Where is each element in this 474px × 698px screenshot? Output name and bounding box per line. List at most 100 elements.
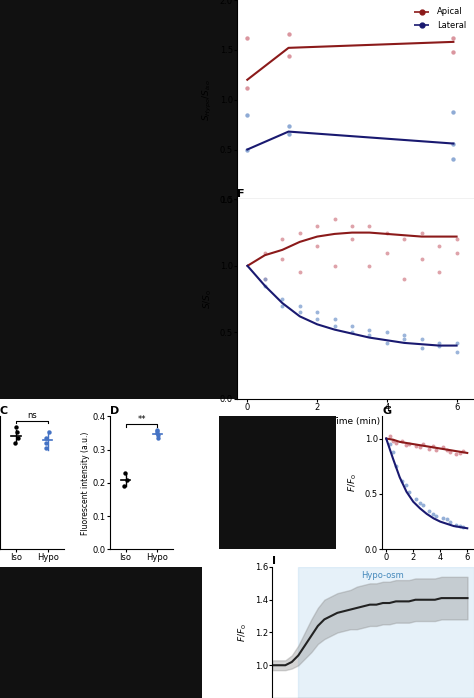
Point bbox=[435, 337, 443, 348]
Point bbox=[244, 82, 251, 94]
Point bbox=[244, 109, 251, 120]
Point bbox=[42, 438, 50, 449]
Point bbox=[331, 313, 338, 325]
Point bbox=[416, 442, 424, 453]
Point bbox=[443, 514, 451, 525]
Point bbox=[13, 426, 21, 438]
Point bbox=[446, 516, 454, 527]
Point bbox=[453, 247, 460, 258]
Point bbox=[405, 438, 413, 450]
Point bbox=[403, 480, 410, 491]
Point bbox=[426, 443, 433, 454]
Point bbox=[416, 497, 424, 508]
Point bbox=[426, 505, 433, 516]
Text: **: ** bbox=[137, 415, 146, 424]
Point bbox=[389, 446, 397, 457]
Point bbox=[155, 429, 162, 440]
Point bbox=[399, 475, 406, 487]
X-axis label: Time (min): Time (min) bbox=[403, 568, 453, 577]
Point bbox=[348, 221, 356, 232]
Point bbox=[244, 144, 251, 155]
Y-axis label: $\mathit{S}_{Hypo}/\mathit{S}_{iso}$: $\mathit{S}_{Hypo}/\mathit{S}_{iso}$ bbox=[201, 79, 214, 121]
Point bbox=[412, 440, 419, 452]
Point bbox=[279, 300, 286, 311]
Point bbox=[123, 474, 131, 485]
Text: F: F bbox=[237, 188, 245, 199]
Point bbox=[450, 46, 457, 57]
Point bbox=[313, 221, 321, 232]
Bar bbox=[298, 567, 474, 698]
Point bbox=[453, 519, 460, 530]
Point bbox=[348, 320, 356, 332]
Point bbox=[365, 324, 373, 335]
Point bbox=[365, 260, 373, 272]
Point bbox=[12, 422, 20, 433]
Point bbox=[450, 138, 457, 149]
Point bbox=[14, 432, 22, 443]
Text: ns: ns bbox=[27, 411, 36, 420]
Point bbox=[261, 247, 269, 258]
Point bbox=[348, 234, 356, 245]
Text: G: G bbox=[382, 406, 391, 415]
Point bbox=[121, 467, 129, 478]
Point bbox=[331, 260, 338, 272]
Point bbox=[418, 343, 426, 354]
Point bbox=[459, 445, 467, 456]
Point bbox=[389, 435, 397, 446]
Point bbox=[154, 426, 161, 437]
Point bbox=[383, 327, 391, 338]
Point bbox=[244, 32, 251, 43]
Point bbox=[154, 427, 161, 438]
Point bbox=[296, 267, 303, 278]
Legend: Apical, Lateral: Apical, Lateral bbox=[410, 4, 470, 33]
Text: D: D bbox=[109, 406, 119, 415]
X-axis label: Time (min): Time (min) bbox=[331, 218, 380, 227]
Text: E: E bbox=[219, 406, 227, 417]
Point bbox=[261, 274, 269, 285]
Point bbox=[439, 442, 447, 453]
Point bbox=[443, 444, 451, 455]
Point bbox=[285, 120, 292, 131]
Point bbox=[457, 447, 465, 459]
Y-axis label: $\mathit{S}/\mathit{S}_0$: $\mathit{S}/\mathit{S}_0$ bbox=[201, 289, 214, 309]
Point bbox=[331, 320, 338, 332]
Point bbox=[313, 240, 321, 251]
Point bbox=[383, 337, 391, 348]
Point bbox=[261, 280, 269, 291]
Text: I: I bbox=[272, 556, 276, 566]
Point bbox=[296, 227, 303, 238]
Point bbox=[392, 438, 400, 449]
Point bbox=[450, 154, 457, 165]
Point bbox=[383, 227, 391, 238]
Point bbox=[331, 214, 338, 225]
Point bbox=[313, 306, 321, 318]
Point bbox=[279, 293, 286, 304]
Point bbox=[42, 443, 50, 454]
Point bbox=[392, 461, 400, 472]
Text: Hypo-osm: Hypo-osm bbox=[362, 571, 404, 580]
Point bbox=[279, 253, 286, 265]
Point bbox=[313, 313, 321, 325]
Point bbox=[401, 274, 408, 285]
Point bbox=[386, 438, 394, 450]
Point bbox=[419, 438, 427, 450]
Point bbox=[459, 521, 467, 533]
Point bbox=[453, 337, 460, 348]
Point bbox=[348, 327, 356, 338]
Point bbox=[42, 432, 49, 443]
Y-axis label: $\mathit{F}/\mathit{F}_0$: $\mathit{F}/\mathit{F}_0$ bbox=[237, 623, 249, 642]
Point bbox=[418, 227, 426, 238]
Point bbox=[11, 438, 19, 449]
Point bbox=[435, 267, 443, 278]
Point bbox=[365, 221, 373, 232]
Point bbox=[383, 247, 391, 258]
Point bbox=[418, 334, 426, 345]
Point bbox=[401, 234, 408, 245]
Point bbox=[450, 106, 457, 117]
Point bbox=[405, 486, 413, 497]
Text: C: C bbox=[0, 406, 8, 415]
Point bbox=[453, 347, 460, 358]
Text: H: H bbox=[0, 557, 9, 567]
Point bbox=[279, 234, 286, 245]
Point bbox=[453, 234, 460, 245]
